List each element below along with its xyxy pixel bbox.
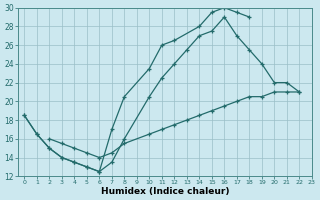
X-axis label: Humidex (Indice chaleur): Humidex (Indice chaleur) [101, 187, 229, 196]
